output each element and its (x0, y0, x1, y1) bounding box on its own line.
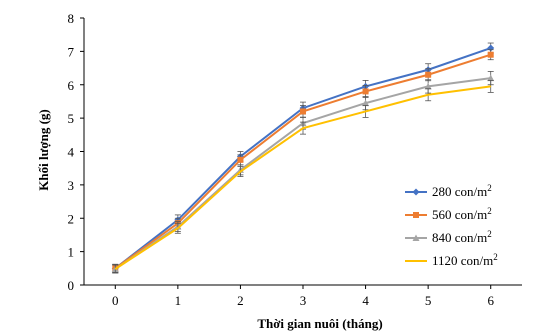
x-tick-label: 3 (300, 293, 307, 308)
x-tick-label: 0 (112, 293, 119, 308)
legend-label: 560 con/m2 (432, 206, 492, 222)
data-point (177, 227, 179, 229)
y-axis-title: Khối lượng (g) (36, 109, 51, 190)
x-tick-label: 4 (362, 293, 369, 308)
legend-item: 1120 con/m2 (405, 252, 498, 268)
y-tick-label: 6 (68, 78, 75, 93)
y-tick-label: 3 (68, 178, 75, 193)
data-point (302, 127, 304, 129)
data-point (114, 268, 116, 270)
legend-label: 1120 con/m2 (432, 252, 498, 268)
legend-label: 840 con/m2 (432, 229, 492, 245)
data-point-triangle (412, 234, 420, 241)
x-tick-label: 2 (237, 293, 244, 308)
y-tick-label: 2 (68, 211, 75, 226)
data-point-square (362, 88, 369, 95)
y-tick-label: 8 (68, 11, 75, 26)
legend-item: 560 con/m2 (405, 206, 492, 222)
data-point-triangle (487, 74, 495, 82)
legend-item: 280 con/m2 (405, 183, 492, 199)
data-point-triangle (362, 99, 370, 107)
y-tick-label: 7 (68, 44, 75, 59)
data-point (365, 110, 367, 112)
y-tick-label: 1 (68, 245, 75, 260)
series-layer (111, 42, 495, 274)
x-tick-label: 6 (487, 293, 494, 308)
data-point-diamond (412, 188, 420, 196)
data-point (427, 94, 429, 96)
data-point-square (300, 108, 306, 115)
x-tick-label: 1 (175, 293, 182, 308)
axes: 0 1 2 3 4 5 6 7 8 0 1 2 3 4 5 6 (68, 11, 522, 308)
x-axis-title: Thời gian nuôi (tháng) (257, 316, 382, 331)
x-tick-label: 5 (425, 293, 432, 308)
series-4 (112, 80, 494, 274)
y-tick-label: 5 (68, 111, 75, 126)
y-tick-label: 4 (68, 145, 75, 160)
data-point-square (425, 71, 432, 78)
data-point (239, 171, 241, 173)
data-point-square (237, 156, 244, 163)
legend-item: 840 con/m2 (405, 229, 492, 245)
data-point (490, 85, 492, 87)
legend-label: 280 con/m2 (432, 183, 492, 199)
data-point-square (413, 212, 419, 218)
data-point-triangle (424, 82, 432, 90)
legend: 280 con/m2 560 con/m2 840 con/m2 1120 con/m… (405, 183, 498, 268)
data-point-square (487, 51, 494, 58)
y-tick-label: 0 (68, 278, 75, 293)
